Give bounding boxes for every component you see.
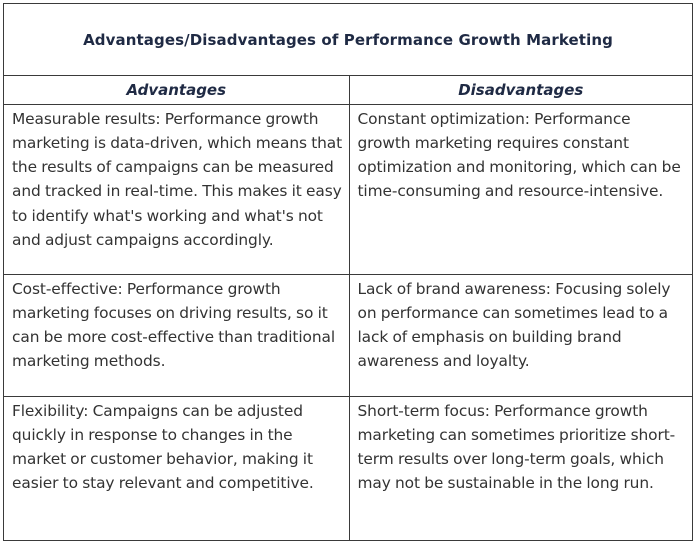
header-row: Advantages Disadvantages bbox=[4, 76, 692, 105]
table-row: Cost-effective: Performance growth marke… bbox=[4, 273, 692, 397]
disadvantage-cell: Constant optimization: Performance growt… bbox=[348, 103, 692, 275]
disadvantage-cell: Lack of brand awareness: Focusing solely… bbox=[348, 273, 692, 397]
advantages-header: Advantages bbox=[4, 76, 350, 105]
comparison-table: Advantages Disadvantages Measurable resu… bbox=[4, 76, 692, 541]
table-row: Flexibility: Campaigns can be adjusted q… bbox=[4, 395, 692, 541]
table-row: Measurable results: Performance growth m… bbox=[4, 103, 692, 275]
comparison-table-frame: Advantages/Disadvantages of Performance … bbox=[3, 3, 693, 541]
advantage-cell: Cost-effective: Performance growth marke… bbox=[4, 273, 350, 397]
disadvantage-cell: Short-term focus: Performance growth mar… bbox=[348, 395, 692, 541]
table-title-row: Advantages/Disadvantages of Performance … bbox=[4, 4, 692, 76]
advantage-cell: Flexibility: Campaigns can be adjusted q… bbox=[4, 395, 350, 541]
disadvantages-header: Disadvantages bbox=[348, 76, 692, 105]
table-title: Advantages/Disadvantages of Performance … bbox=[83, 30, 613, 49]
advantage-cell: Measurable results: Performance growth m… bbox=[4, 103, 350, 275]
